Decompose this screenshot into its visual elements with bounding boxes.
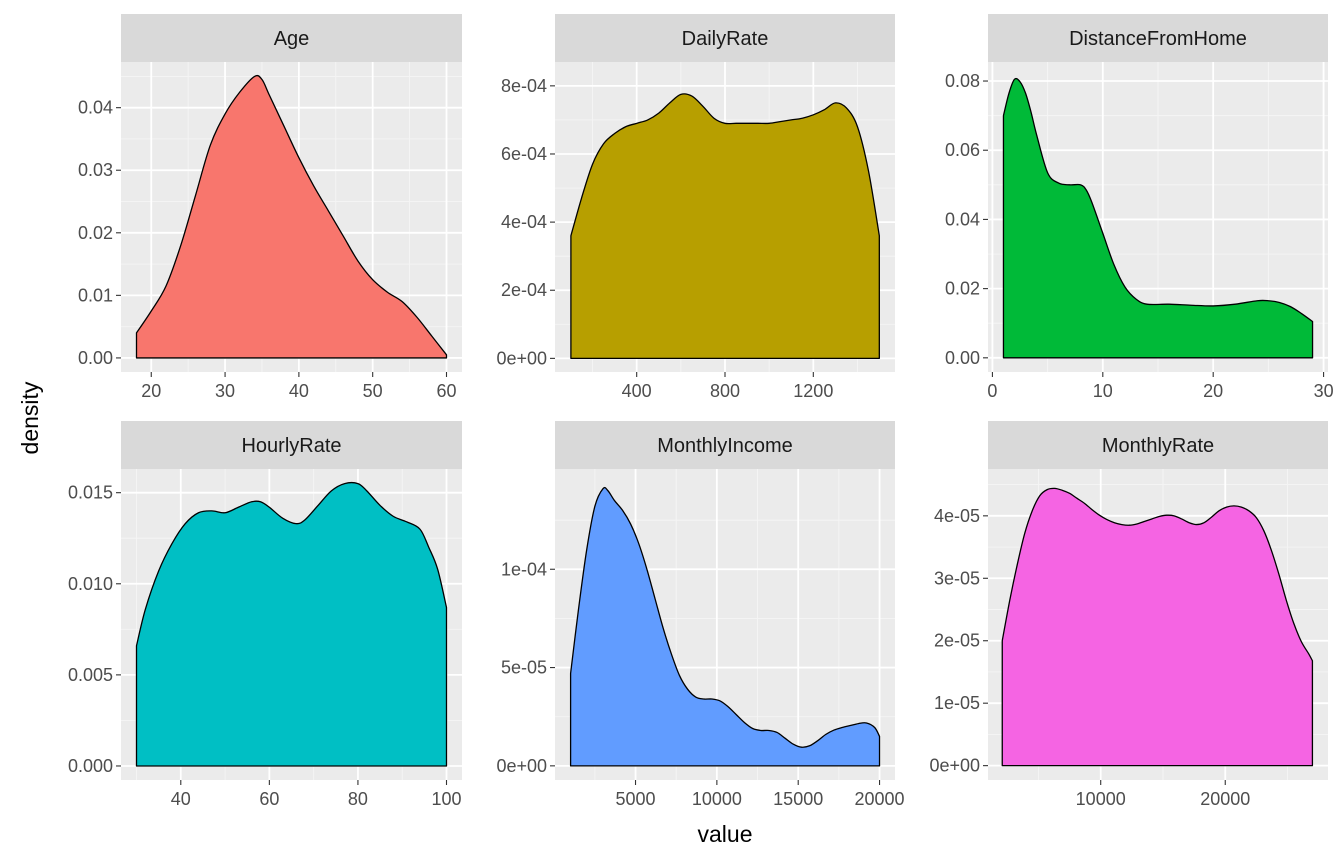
facet-strip [988, 14, 1328, 62]
density-area [1002, 77, 1314, 359]
facet-strip-label: Age [274, 28, 310, 50]
y-tick-label: 0.02 [78, 223, 113, 243]
x-tick-label: 10000 [1076, 789, 1126, 809]
facet-strip [555, 14, 895, 62]
x-tick-label: 15000 [773, 789, 823, 809]
density-area [569, 486, 881, 767]
y-tick-label: 3e-05 [934, 568, 980, 588]
x-tick-label: 20000 [1200, 789, 1250, 809]
y-tick-label: 0.02 [945, 279, 980, 299]
x-tick-label: 5000 [616, 789, 656, 809]
y-tick-label: 0.03 [78, 160, 113, 180]
x-axis-title: value [698, 821, 753, 847]
y-tick-label: 1e-05 [934, 693, 980, 713]
y-tick-label: 0.08 [945, 71, 980, 91]
y-tick-label: 0.010 [68, 574, 113, 594]
y-tick-label: 4e-04 [501, 212, 547, 232]
x-tick-label: 50 [363, 381, 383, 401]
x-tick-label: 1200 [793, 381, 833, 401]
y-tick-label: 0e+00 [496, 756, 547, 776]
x-tick-label: 400 [622, 381, 652, 401]
x-tick-label: 800 [710, 381, 740, 401]
x-tick-label: 60 [259, 789, 279, 809]
x-tick-label: 60 [436, 381, 456, 401]
y-tick-label: 0.000 [68, 756, 113, 776]
facet-panel-distancefromhome: DistanceFromHome 0 10 20 30 0.00 0.02 0.04 0.06 0… [945, 14, 1334, 401]
facet-strip [988, 421, 1328, 469]
y-tick-label: 0.00 [78, 348, 113, 368]
x-tick-label: 30 [215, 381, 235, 401]
x-tick-label: 80 [348, 789, 368, 809]
density-area [135, 74, 448, 359]
x-tick-label: 40 [289, 381, 309, 401]
density-area [135, 482, 448, 767]
y-tick-label: 4e-05 [934, 506, 980, 526]
y-tick-label: 0e+00 [929, 756, 980, 776]
y-tick-label: 0.00 [945, 348, 980, 368]
facet-panel-dailyrate: DailyRate 400 800 1200 0e+00 2e-04 4e-04 6e-04 8… [496, 14, 895, 401]
x-tick-label: 0 [987, 381, 997, 401]
y-tick-label: 0e+00 [496, 348, 547, 368]
x-tick-label: 10000 [692, 789, 742, 809]
facet-strip-label: HourlyRate [241, 435, 341, 457]
y-tick-label: 0.01 [78, 285, 113, 305]
x-tick-label: 20 [1203, 381, 1223, 401]
facet-strip-label: MonthlyIncome [657, 435, 793, 457]
y-tick-label: 0.06 [945, 140, 980, 160]
x-tick-label: 20 [141, 381, 161, 401]
y-tick-label: 0.005 [68, 665, 113, 685]
x-tick-label: 10 [1093, 381, 1113, 401]
facet-panel-hourlyrate: HourlyRate 40 60 80 100 0.000 0.005 0.010 0.015 [68, 421, 462, 809]
y-tick-label: 5e-05 [501, 658, 547, 678]
x-tick-label: 40 [171, 789, 191, 809]
y-tick-label: 8e-04 [501, 76, 547, 96]
facet-strip [555, 421, 895, 469]
facet-strip-label: MonthlyRate [1102, 435, 1214, 457]
density-area [570, 93, 880, 360]
x-tick-label: 20000 [855, 789, 905, 809]
density-area [1001, 487, 1314, 767]
facet-panel-age: Age 20 30 40 50 60 0.00 0.01 0.02 0.03 0.04 [78, 14, 462, 401]
y-tick-label: 0.04 [945, 209, 980, 229]
y-tick-label: 2e-04 [501, 280, 547, 300]
y-tick-label: 6e-04 [501, 144, 547, 164]
y-tick-label: 0.04 [78, 98, 113, 118]
x-tick-label: 30 [1314, 381, 1334, 401]
y-axis-title: density [17, 381, 43, 454]
y-tick-label: 2e-05 [934, 631, 980, 651]
facet-strip [121, 421, 462, 469]
facet-strip-label: DailyRate [682, 28, 769, 50]
y-tick-label: 1e-04 [501, 559, 547, 579]
facet-panel-monthlyrate: MonthlyRate 10000 20000 0e+00 1e-05 2e-05 3e-0… [929, 421, 1328, 809]
y-tick-label: 0.015 [68, 483, 113, 503]
facet-panel-monthlyincome: MonthlyIncome 5000 10000 15000 20000 0e+00 5e-… [496, 421, 905, 809]
facet-strip [121, 14, 462, 62]
x-tick-label: 100 [431, 789, 461, 809]
facet-strip-label: DistanceFromHome [1069, 28, 1247, 50]
